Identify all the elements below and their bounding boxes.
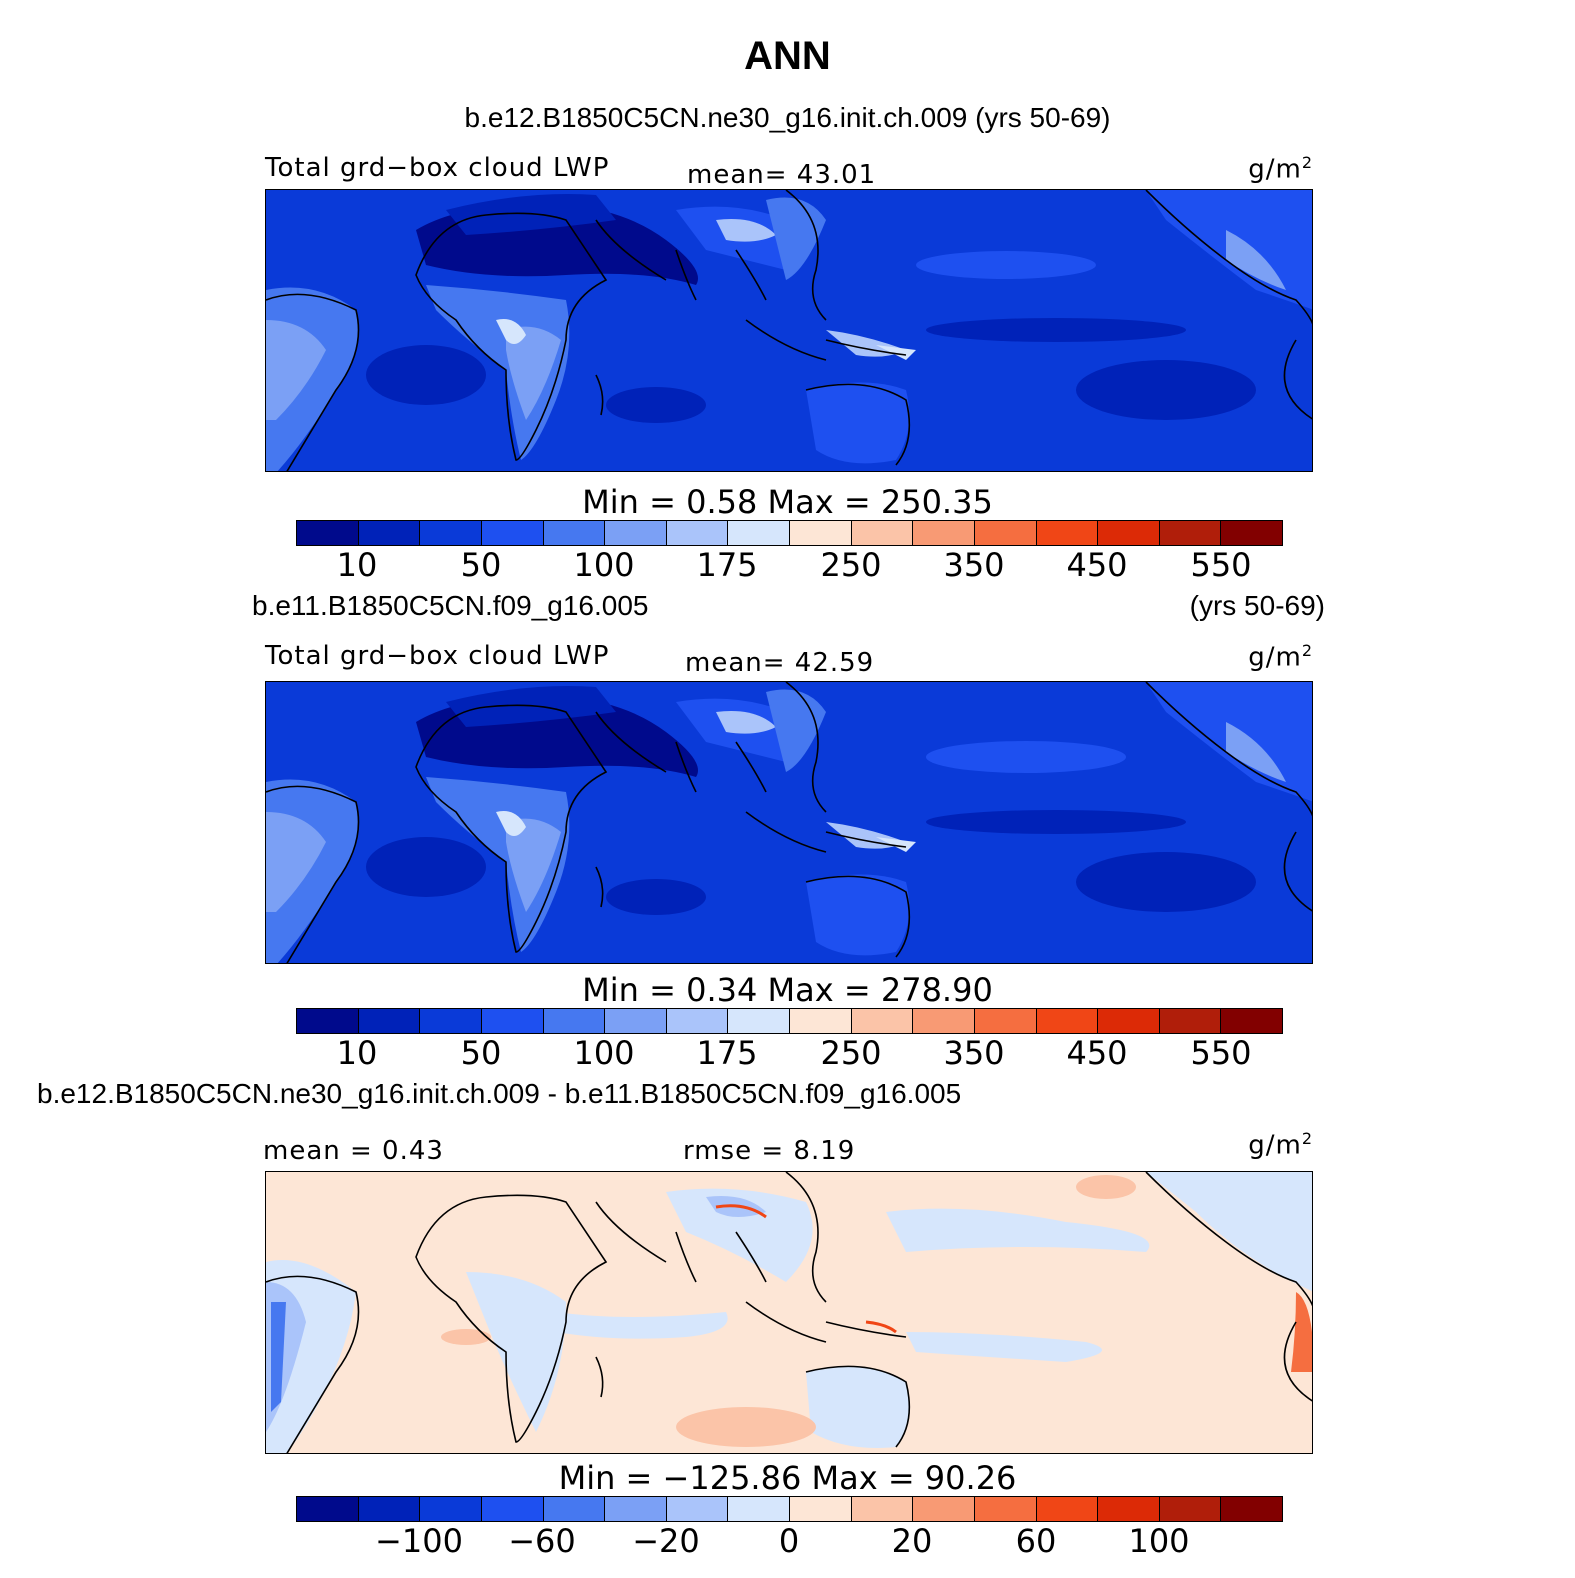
colorbar-swatch — [1098, 1497, 1160, 1521]
panel1-tick-label: 10 — [336, 546, 378, 584]
panel1-map — [265, 189, 1313, 472]
panel2-unit: g/m2 — [1248, 641, 1313, 673]
panel3-minmax: Min = −125.86 Max = 90.26 — [558, 1459, 1017, 1497]
panel3-tick-label: −20 — [632, 1522, 700, 1560]
panel2-tick-label: 175 — [696, 1034, 758, 1072]
panel3-tick-label: 60 — [1015, 1522, 1057, 1560]
panel2-mean-label: mean= 42.59 — [685, 648, 875, 678]
panel2-tick-label: 100 — [573, 1034, 635, 1072]
panel3-map — [265, 1171, 1313, 1454]
colorbar-swatch — [1098, 1009, 1160, 1033]
panel3-tick-label: 0 — [778, 1522, 800, 1560]
colorbar-swatch — [1159, 521, 1222, 545]
panel2-subtitle-case: b.e11.B1850C5CN.f09_g16.005 — [252, 590, 649, 621]
colorbar-swatch — [297, 1009, 359, 1033]
panel1-mean-label: mean= 43.01 — [687, 160, 877, 190]
colorbar-swatch — [481, 1497, 544, 1521]
colorbar-swatch — [1036, 1009, 1099, 1033]
panel3-tick-label: 20 — [891, 1522, 933, 1560]
colorbar-swatch — [543, 521, 606, 545]
colorbar-swatch — [481, 1009, 544, 1033]
colorbar-swatch — [851, 521, 914, 545]
panel2-tick-label: 550 — [1190, 1034, 1252, 1072]
colorbar-swatch — [543, 1497, 606, 1521]
colorbar-swatch — [420, 1009, 482, 1033]
colorbar-swatch — [790, 521, 852, 545]
panel1-colorbar — [296, 520, 1283, 546]
panel3-tick-label: −100 — [375, 1522, 463, 1560]
panel3-colorbar — [296, 1496, 1283, 1522]
panel3-mean-label: mean = 0.43 — [263, 1136, 444, 1166]
colorbar-swatch — [358, 1497, 421, 1521]
panel1-minmax: Min = 0.58 Max = 250.35 — [582, 483, 993, 521]
panel1-tick-label: 250 — [820, 546, 882, 584]
panel3-tick-label: 100 — [1128, 1522, 1190, 1560]
panel2-subtitle-years: (yrs 50-69) — [1189, 590, 1325, 621]
panel3-subtitle: b.e12.B1850C5CN.ne30_g16.init.ch.009 - b… — [37, 1078, 962, 1109]
colorbar-swatch — [1221, 521, 1282, 545]
panel3-unit: g/m2 — [1248, 1129, 1313, 1161]
colorbar-swatch — [420, 1497, 482, 1521]
colorbar-swatch — [420, 521, 482, 545]
panel2-colorbar — [296, 1008, 1283, 1034]
colorbar-swatch — [1036, 1497, 1099, 1521]
colorbar-swatch — [1221, 1009, 1282, 1033]
figure-title: ANN — [744, 34, 831, 78]
colorbar-swatch — [851, 1009, 914, 1033]
colorbar-swatch — [913, 521, 975, 545]
colorbar-swatch — [728, 1009, 790, 1033]
panel2-tick-label: 250 — [820, 1034, 882, 1072]
colorbar-swatch — [851, 1497, 914, 1521]
panel3-tick-label: −60 — [508, 1522, 576, 1560]
panel1-tick-label: 550 — [1190, 546, 1252, 584]
colorbar-swatch — [790, 1009, 852, 1033]
panel2-tick-label: 350 — [943, 1034, 1005, 1072]
colorbar-swatch — [974, 1497, 1037, 1521]
panel2-map — [265, 681, 1313, 964]
panel2-tick-label: 50 — [460, 1034, 502, 1072]
colorbar-swatch — [605, 521, 667, 545]
colorbar-swatch — [297, 521, 359, 545]
colorbar-swatch — [974, 521, 1037, 545]
colorbar-swatch — [297, 1497, 359, 1521]
colorbar-swatch — [790, 1497, 852, 1521]
panel2-minmax: Min = 0.34 Max = 278.90 — [582, 971, 993, 1009]
colorbar-swatch — [666, 1009, 729, 1033]
colorbar-swatch — [728, 1497, 790, 1521]
colorbar-swatch — [605, 1009, 667, 1033]
panel1-variable-label: Total grd−box cloud LWP — [265, 153, 610, 183]
colorbar-swatch — [728, 521, 790, 545]
colorbar-swatch — [543, 1009, 606, 1033]
panel2-tick-label: 450 — [1066, 1034, 1128, 1072]
panel1-tick-label: 175 — [696, 546, 758, 584]
colorbar-swatch — [1221, 1497, 1282, 1521]
panel3-rmse-label: rmse = 8.19 — [683, 1136, 856, 1166]
colorbar-swatch — [666, 1497, 729, 1521]
colorbar-swatch — [913, 1497, 975, 1521]
colorbar-swatch — [974, 1009, 1037, 1033]
panel1-tick-label: 350 — [943, 546, 1005, 584]
panel1-tick-label: 100 — [573, 546, 635, 584]
panel1-unit: g/m2 — [1248, 153, 1313, 185]
colorbar-swatch — [358, 521, 421, 545]
colorbar-swatch — [913, 1009, 975, 1033]
panel1-tick-label: 450 — [1066, 546, 1128, 584]
colorbar-swatch — [358, 1009, 421, 1033]
colorbar-swatch — [666, 521, 729, 545]
panel1-subtitle: b.e12.B1850C5CN.ne30_g16.init.ch.009 (yr… — [464, 102, 1111, 133]
colorbar-swatch — [1159, 1009, 1222, 1033]
panel2-tick-label: 10 — [336, 1034, 378, 1072]
panel1-tick-label: 50 — [460, 546, 502, 584]
colorbar-swatch — [481, 521, 544, 545]
colorbar-swatch — [1036, 521, 1099, 545]
panel2-variable-label: Total grd−box cloud LWP — [265, 641, 610, 671]
colorbar-swatch — [1098, 521, 1160, 545]
colorbar-swatch — [605, 1497, 667, 1521]
colorbar-swatch — [1159, 1497, 1222, 1521]
